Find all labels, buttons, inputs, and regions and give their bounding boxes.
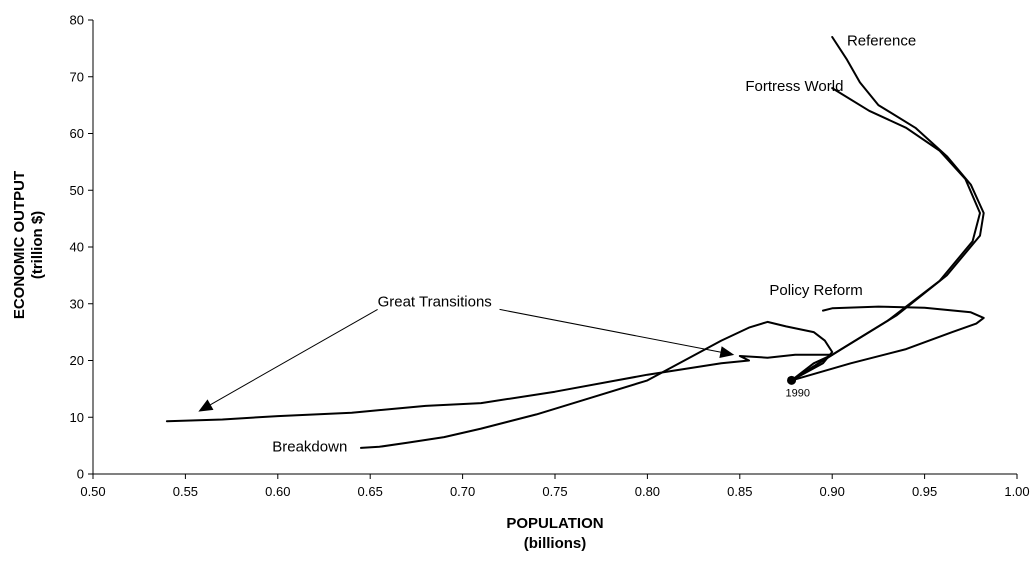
series-line-breakdown [360,320,834,449]
x-tick-label: 0.80 [635,484,660,499]
annotation-label: Fortress World [745,78,843,95]
series-group [165,36,985,449]
x-tick-label: 0.75 [542,484,567,499]
y-tick-label: 40 [70,240,84,255]
y-axis-title-line1: ECONOMIC OUTPUT [11,171,28,319]
y-tick-group: 0 10 20 30 40 50 60 70 80 [70,13,93,482]
y-tick-label: 10 [70,410,84,425]
x-tick-group: 0.50 0.55 0.60 0.65 0.70 0.75 0.80 0.85 0.90 0.95… [80,474,1030,499]
x-tick-label: 0.90 [820,484,845,499]
axes [92,20,1017,475]
y-tick-label: 0 [77,467,84,482]
x-tick-label: 0.85 [727,484,752,499]
annotations-group: Reference Fortress World Policy Reform Brea… [272,33,916,456]
y-tick-label: 30 [70,296,84,311]
series-line-reference [790,36,985,382]
y-tick-label: 60 [70,126,84,141]
x-tick-label: 0.50 [80,484,105,499]
annotation-arrow-line [210,308,378,406]
arrows-group [198,308,735,412]
annotation-label: Reference [847,33,916,50]
annotation-arrowhead [198,399,214,412]
x-axis-title-line1: POPULATION [506,515,603,532]
y-axis-title-line2: (trillion $) [29,211,46,279]
y-tick-label: 80 [70,13,84,28]
x-tick-label: 0.65 [358,484,383,499]
x-tick-label: 0.70 [450,484,475,499]
y-tick-label: 50 [70,183,84,198]
y-tick-label: 70 [70,69,84,84]
y-tick-label: 20 [70,353,84,368]
start-point-marker [787,375,797,385]
annotation-label: Policy Reform [769,282,862,299]
annotation-label: Great Transitions [378,294,492,311]
x-tick-label: 1.00 [1004,484,1029,499]
annotation-arrowhead [719,346,735,359]
x-axis-title-line2: (billions) [524,535,587,552]
x-tick-label: 0.60 [265,484,290,499]
series-line-policy-reform [790,305,985,382]
series-line-fortress-world [790,87,981,382]
annotation-arrow-line [499,308,721,353]
start-point-label: 1990 [786,387,810,399]
annotation-label: Breakdown [272,438,347,455]
series-line-great-transitions [165,353,834,423]
x-tick-label: 0.55 [173,484,198,499]
start-marker-group: 1990 [786,375,810,399]
x-tick-label: 0.95 [912,484,937,499]
